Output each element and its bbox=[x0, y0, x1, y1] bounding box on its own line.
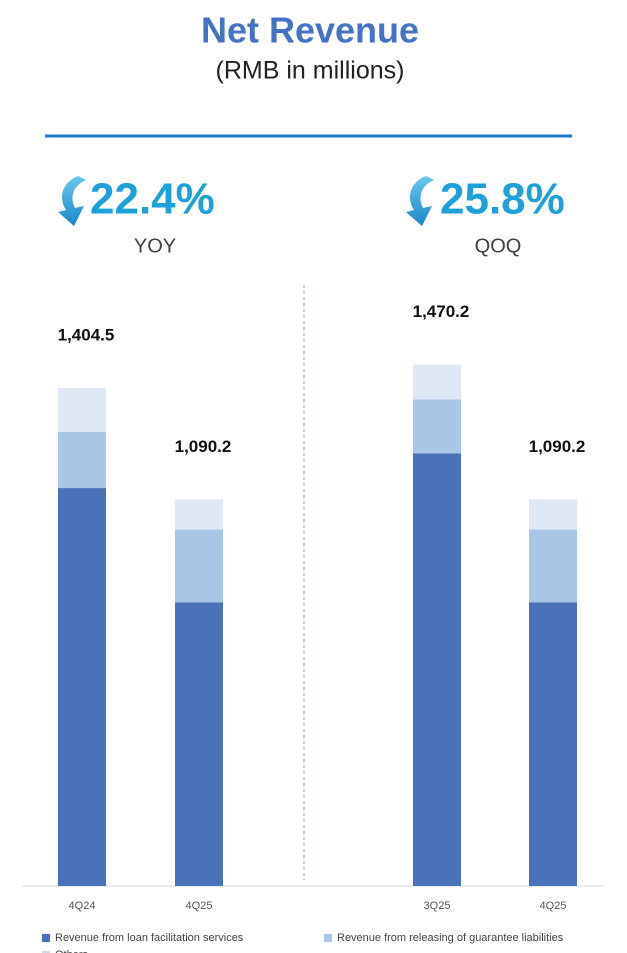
legend-label: Others bbox=[55, 949, 89, 953]
legend-swatch bbox=[42, 951, 50, 953]
bar-segment bbox=[175, 499, 223, 530]
bar-segment bbox=[413, 364, 461, 400]
bar-segment bbox=[529, 499, 577, 530]
x-tick-label: 4Q25 bbox=[540, 900, 567, 912]
change-value: 22.4% bbox=[90, 175, 215, 224]
bar-segment bbox=[58, 387, 106, 433]
total-label: 1,090.2 bbox=[529, 437, 586, 456]
bar-segment bbox=[529, 529, 577, 603]
legend-label: Revenue from releasing of guarantee liab… bbox=[337, 932, 564, 944]
bar-segment bbox=[175, 602, 223, 886]
x-tick-label: 4Q24 bbox=[69, 900, 96, 912]
x-tick-label: 4Q25 bbox=[186, 900, 213, 912]
change-label: YOY bbox=[134, 235, 176, 257]
down-arrow bbox=[406, 176, 434, 226]
x-tick-label: 3Q25 bbox=[424, 900, 451, 912]
bar-segment bbox=[175, 529, 223, 603]
legend-label: Revenue from loan facilitation services bbox=[55, 932, 244, 944]
total-label: 1,470.2 bbox=[413, 302, 470, 321]
legend-swatch bbox=[42, 934, 50, 942]
total-label: 1,404.5 bbox=[58, 325, 115, 344]
total-label: 1,090.2 bbox=[175, 437, 232, 456]
bar-segment bbox=[529, 602, 577, 886]
legend-swatch bbox=[324, 934, 332, 942]
bar-segment bbox=[413, 453, 461, 886]
page-subtitle: (RMB in millions) bbox=[216, 57, 405, 85]
bar-segment bbox=[58, 432, 106, 489]
page-title: Net Revenue bbox=[201, 10, 419, 51]
change-label: QOQ bbox=[475, 235, 522, 257]
bar-segment bbox=[413, 399, 461, 454]
down-arrow bbox=[58, 176, 86, 226]
bar-segment bbox=[58, 488, 106, 886]
change-value: 25.8% bbox=[440, 175, 565, 224]
